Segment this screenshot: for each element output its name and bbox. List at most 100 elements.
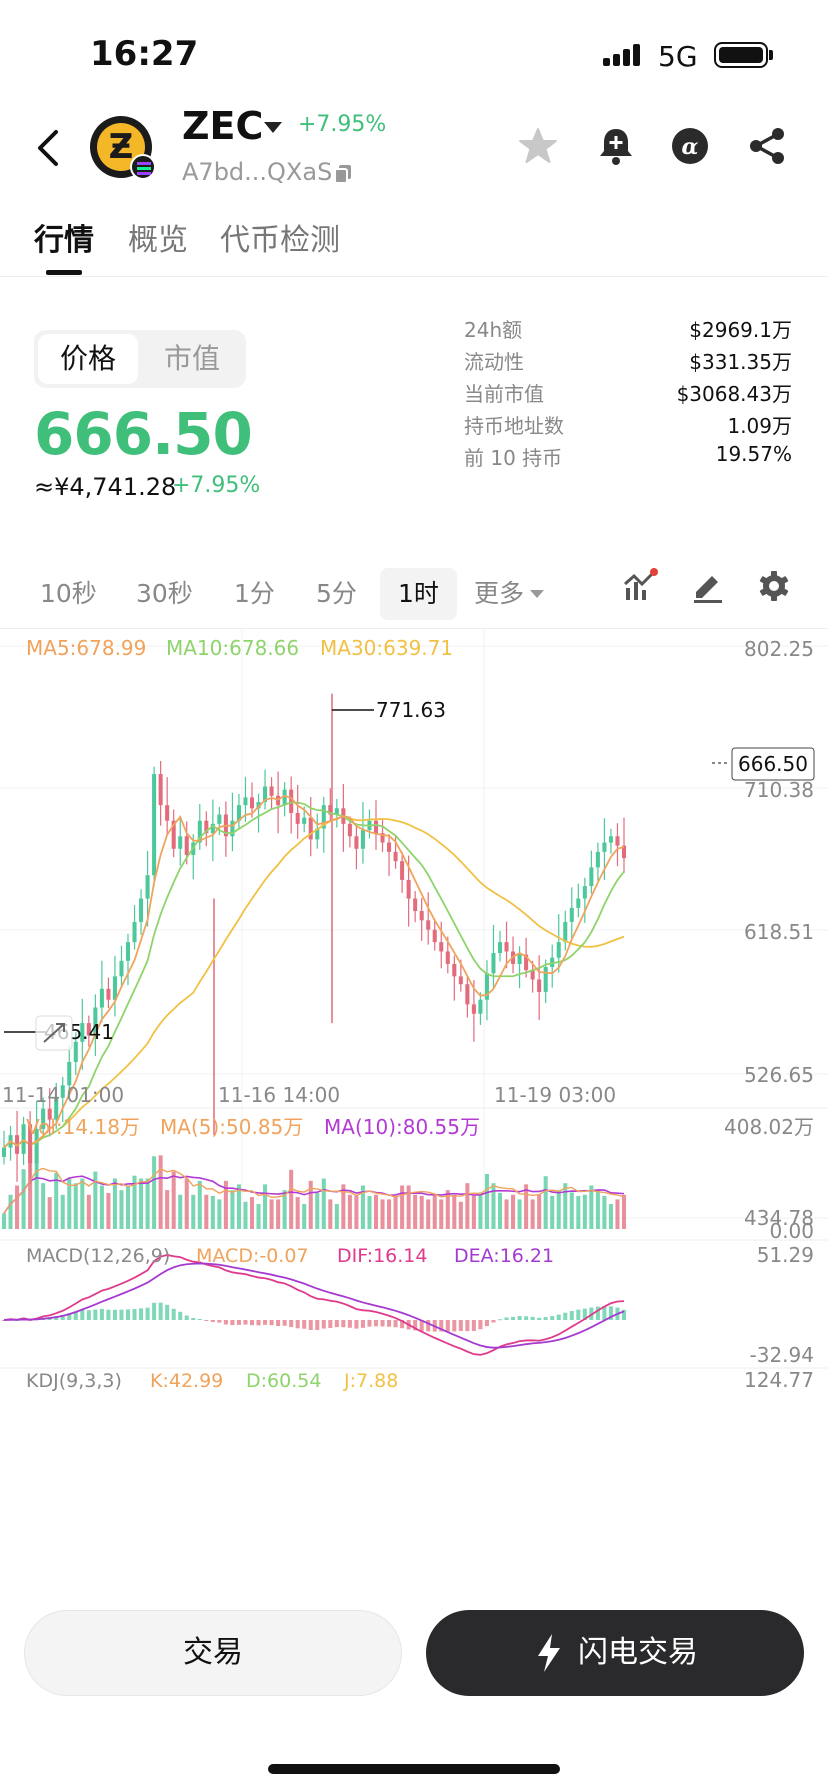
macd-bar-11: [73, 1311, 78, 1320]
chevron-down-icon[interactable]: [264, 122, 282, 133]
trade-button[interactable]: 交易: [24, 1610, 402, 1696]
candle-body-90: [589, 867, 594, 887]
volume-bar-30: [197, 1180, 202, 1229]
coin-name[interactable]: ZEC: [182, 104, 264, 148]
volume-bar-32: [210, 1195, 215, 1229]
volume-bar-8: [54, 1172, 59, 1229]
candle-body-82: [537, 979, 542, 992]
volume-bar-70: [458, 1201, 463, 1229]
volume-bar-54: [354, 1194, 359, 1229]
candle-body-57: [373, 820, 379, 834]
star-icon[interactable]: [518, 126, 558, 166]
macd-bar-49: [321, 1320, 326, 1329]
volume-bar-27: [178, 1194, 183, 1229]
volume-bar-60: [393, 1195, 398, 1229]
legend-ma10: MA10:678.66: [166, 636, 299, 660]
candle-body-0: [1, 1147, 7, 1157]
volume-bar-29: [191, 1194, 196, 1229]
candle-body-24: [158, 774, 163, 806]
macd-bar-79: [517, 1316, 522, 1320]
network-label: 5G: [658, 40, 698, 73]
volume-bar-37: [243, 1201, 248, 1229]
macd-dif: DIF:16.14: [337, 1245, 427, 1267]
expand-icon[interactable]: [35, 1015, 73, 1051]
volume-bar-10: [67, 1178, 72, 1229]
volume-bar-95: [621, 1194, 627, 1229]
candle-body-64: [419, 911, 424, 921]
volume-bar-69: [452, 1194, 457, 1229]
macd-bar-33: [217, 1320, 222, 1323]
flash-trade-button[interactable]: 闪电交易: [426, 1610, 804, 1696]
timeframe-5m[interactable]: 5分: [316, 579, 357, 608]
macd-bar-69: [452, 1320, 457, 1332]
indicator-icon[interactable]: [622, 568, 658, 604]
alpha-icon[interactable]: α: [670, 126, 710, 166]
candle-body-12: [80, 1023, 85, 1042]
macd-bar-42: [276, 1320, 281, 1327]
timeframe-10s[interactable]: 10秒: [40, 579, 97, 608]
candle-body-11: [73, 1041, 78, 1062]
macd-value: MACD:-0.07: [196, 1245, 309, 1267]
y-tick-1: 710.38: [744, 778, 814, 802]
candle-body-44: [289, 789, 294, 813]
stat-value-top10: 19.57%: [715, 442, 792, 466]
legend-vol-ma5: MA(5):50.85万: [160, 1115, 303, 1139]
candle-body-30: [197, 820, 202, 843]
kdj-y-max: 124.77: [744, 1368, 814, 1392]
zec-logo-icon: Ƶ: [97, 123, 145, 171]
home-indicator: [268, 1764, 560, 1774]
candle-body-89: [582, 886, 587, 899]
back-icon[interactable]: [34, 128, 62, 168]
timeframe-more[interactable]: 更多: [474, 579, 525, 608]
macd-bar-46: [302, 1320, 307, 1329]
candle-body-20: [132, 921, 137, 943]
macd-bar-67: [439, 1320, 444, 1332]
volume-bar-51: [334, 1204, 339, 1229]
macd-bar-57: [373, 1320, 379, 1327]
candle-body-35: [230, 820, 235, 837]
macd-bar-14: [93, 1309, 98, 1320]
volume-bar-48: [315, 1193, 320, 1229]
volume-bar-42: [276, 1199, 281, 1229]
tab-market[interactable]: 行情: [34, 223, 94, 258]
tab-token-check[interactable]: 代币检测: [220, 223, 340, 258]
timeframe-1h[interactable]: 1时: [380, 568, 457, 620]
gear-icon[interactable]: [756, 568, 792, 604]
toggle-price[interactable]: 价格: [38, 334, 138, 384]
volume-bar-73: [478, 1192, 483, 1229]
macd-bar-81: [530, 1316, 535, 1320]
price-chart[interactable]: MA5:678.99 MA10:678.66 MA30:639.71 802.2…: [0, 628, 828, 1578]
macd-bar-45: [295, 1320, 300, 1329]
macd-bar-22: [145, 1307, 150, 1320]
candle-body-66: [432, 929, 437, 943]
bell-plus-icon[interactable]: [596, 126, 636, 166]
candle-body-65: [426, 920, 431, 930]
toggle-market-cap[interactable]: 市值: [163, 342, 220, 375]
candle-body-76: [497, 942, 503, 954]
timeframe-1m[interactable]: 1分: [234, 579, 275, 608]
candle-body-31: [204, 820, 209, 834]
macd-bar-30: [197, 1318, 202, 1320]
high-label: 771.63: [376, 698, 446, 722]
candle-body-94: [615, 836, 620, 846]
volume-bar-24: [158, 1155, 163, 1229]
volume-bar-58: [380, 1199, 385, 1229]
volume-bar-39: [256, 1204, 261, 1229]
volume-bar-72: [471, 1195, 476, 1229]
volume-bar-78: [511, 1194, 516, 1229]
timeframe-30s[interactable]: 30秒: [136, 579, 193, 608]
macd-bar-17: [112, 1309, 117, 1320]
draw-tool-icon[interactable]: [690, 568, 726, 604]
tab-overview[interactable]: 概览: [128, 223, 188, 258]
candle-body-83: [543, 967, 548, 992]
candle-body-54: [354, 836, 359, 849]
share-icon[interactable]: [748, 126, 788, 166]
candle-body-9: [60, 1085, 65, 1098]
macd-bar-91: [595, 1306, 600, 1320]
ma-lines: [3, 794, 625, 1149]
price-cny: ≈¥4,741.28: [34, 473, 177, 501]
candle-body-73: [478, 999, 483, 1014]
tab-indicator: [46, 270, 82, 275]
volume-bar-50: [328, 1199, 333, 1229]
copy-icon[interactable]: [334, 164, 352, 184]
